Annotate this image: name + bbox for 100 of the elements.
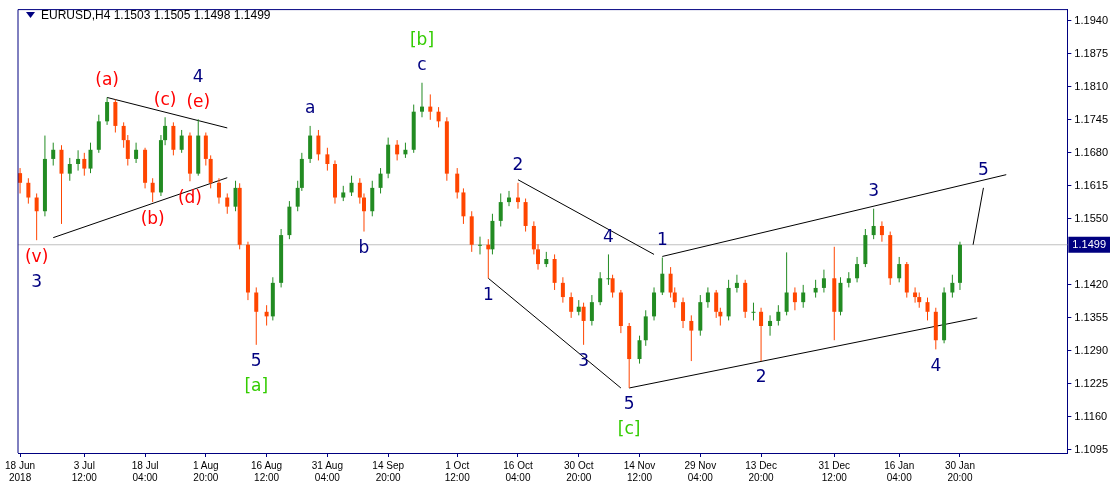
candlestick: [378, 167, 383, 194]
candlestick: [610, 274, 615, 299]
candlestick: [660, 256, 665, 296]
annotation: (a): [95, 68, 119, 89]
candlestick: [254, 286, 259, 346]
candlestick: [34, 192, 39, 241]
candlestick: [88, 142, 93, 174]
annotation: c: [417, 54, 427, 75]
candlestick: [598, 271, 603, 306]
candlestick: [420, 82, 424, 118]
annotation: 2: [512, 154, 524, 175]
candlestick: [325, 147, 330, 172]
candlestick: [643, 309, 648, 347]
x-tick-label: 31 Dec 12:00: [818, 459, 851, 483]
candlestick: [498, 192, 503, 227]
x-tick-label: 18 Jun 2018: [5, 459, 36, 483]
annotation: [c]: [617, 418, 641, 439]
candlestick: [51, 142, 56, 167]
ref-line-label: 1.1499: [1072, 237, 1107, 250]
y-tick-label: 1.1875: [1074, 46, 1109, 59]
annotation: a: [304, 97, 316, 118]
annotation: 4: [192, 65, 204, 86]
candlestick: [821, 269, 826, 293]
y-tick-label: 1.1745: [1074, 112, 1109, 125]
candlestick: [225, 192, 230, 215]
candlestick: [478, 236, 483, 255]
candlestick: [216, 177, 221, 205]
candlestick: [705, 286, 710, 309]
candlestick: [134, 142, 139, 164]
annotation: (v): [24, 245, 49, 266]
candlestick: [560, 276, 565, 304]
annotation: (d): [177, 186, 202, 207]
candlestick: [395, 139, 400, 161]
candlestick: [370, 180, 375, 217]
annotation: 1: [482, 283, 494, 304]
candlestick: [879, 220, 884, 243]
y-tick-label: 1.1940: [1074, 13, 1109, 26]
candlestick: [316, 129, 321, 161]
candlestick: [455, 167, 460, 200]
annotation: 1: [656, 228, 668, 249]
candlestick: [776, 304, 781, 327]
candlestick: [203, 132, 208, 167]
candlestick: [855, 256, 860, 283]
candlestick: [734, 274, 739, 293]
candlestick: [233, 180, 238, 212]
candlestick: [428, 93, 433, 121]
y-tick-label: 1.1290: [1074, 343, 1109, 356]
annotation: (e): [186, 90, 211, 111]
candlestick: [897, 256, 902, 283]
annotation: [a]: [244, 375, 269, 396]
x-tick-label: 16 Jan 04:00: [884, 459, 915, 483]
y-tick-label: 1.1420: [1074, 277, 1109, 290]
candlestick: [652, 286, 657, 321]
candlestick: [82, 152, 87, 177]
annotation: 3: [31, 270, 43, 291]
x-tick-label: 14 Sep 20:00: [372, 459, 405, 483]
candlestick: [67, 157, 72, 182]
y-tick-label: 1.1355: [1074, 310, 1109, 323]
x-tick-label: 31 Aug 04:00: [311, 459, 343, 483]
candlestick: [759, 307, 764, 362]
y-tick-label: 1.1680: [1074, 145, 1109, 158]
x-tick-label: 18 Jul 04:00: [131, 459, 159, 483]
candlestick: [76, 149, 81, 172]
candlestick: [689, 314, 694, 362]
annotation: 4: [603, 225, 614, 246]
annotation: 5: [250, 350, 262, 371]
annotation: 3: [868, 180, 880, 201]
candlestick: [925, 297, 930, 321]
candlestick: [581, 302, 586, 346]
annotation: 5: [623, 393, 635, 414]
x-tick-label: 13 Dec 20:00: [745, 459, 777, 483]
x-tick-label: 3 Jul 12:00: [71, 459, 98, 483]
candlestick: [59, 144, 64, 225]
y-tick-label: 1.1160: [1074, 409, 1108, 422]
candlestick: [950, 274, 955, 299]
candlestick: [349, 175, 354, 197]
y-tick-label: 1.1615: [1074, 178, 1109, 191]
candlestick: [171, 121, 176, 156]
candlestick: [589, 294, 594, 327]
annotation: b: [358, 236, 370, 257]
candlestick: [792, 286, 797, 311]
candlestick: [308, 125, 313, 164]
candlestick: [26, 177, 31, 205]
annotation: 4: [930, 354, 942, 375]
candlestick: [637, 335, 642, 365]
annotation: (b): [140, 207, 165, 228]
candlestick: [552, 253, 557, 291]
candlestick: [801, 284, 806, 309]
x-tick-label: 14 Nov 12:00: [623, 459, 656, 483]
candlestick: [436, 106, 441, 128]
candlestick: [523, 198, 528, 233]
x-tick-label: 30 Jan 20:00: [944, 459, 975, 483]
x-tick-label: 29 Nov 04:00: [684, 459, 717, 483]
annotation: [b]: [409, 29, 435, 50]
y-tick-label: 1.1810: [1074, 79, 1109, 92]
x-tick-label: 1 Aug 20:00: [193, 459, 219, 483]
candlestick: [768, 314, 773, 337]
x-tick-label: 30 Oct 20:00: [564, 459, 594, 483]
x-tick-label: 16 Oct 04:00: [503, 459, 533, 483]
x-tick-label: 16 Aug 12:00: [251, 459, 283, 483]
